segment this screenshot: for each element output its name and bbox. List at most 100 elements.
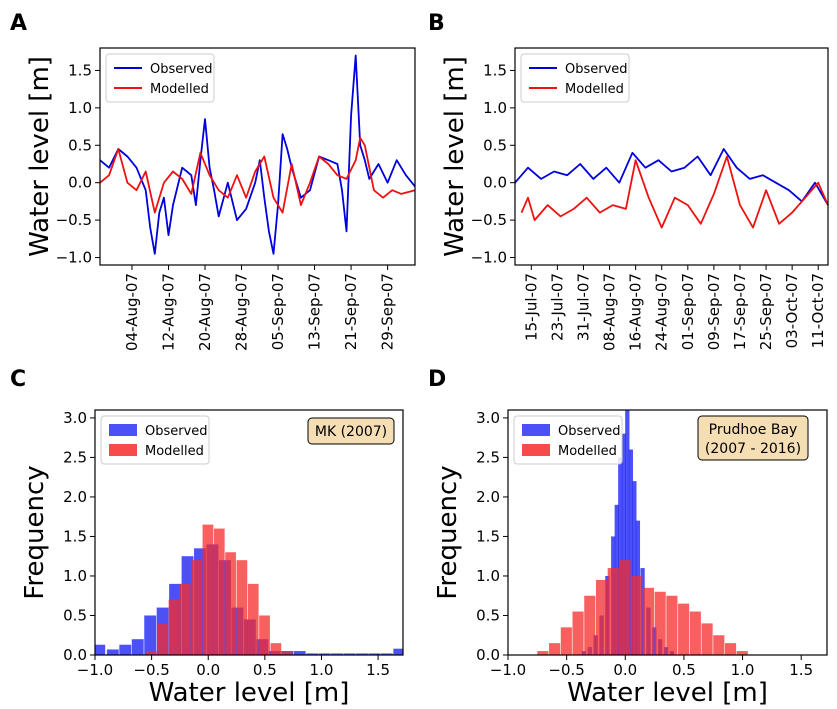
ylabel-d: Frequency: [433, 465, 463, 599]
bar-d-observed-15: [652, 627, 657, 655]
legend-label-c-1: Modelled: [145, 444, 204, 459]
bar-c-observed-16: [293, 651, 306, 655]
ytick-label-c-0: 0.0: [63, 646, 87, 664]
legend-box-b: [520, 53, 630, 103]
bar-c-modelled-11: [270, 643, 282, 655]
bar-d-observed-13: [640, 568, 645, 655]
xtick-label-b-2: 31-Jul-07: [574, 273, 592, 341]
bar-c-modelled-7: [225, 552, 236, 655]
legend-label-d-1: Modelled: [558, 444, 617, 459]
ytick-label-a-1: −0.5: [56, 211, 92, 229]
legend-label-a-1: Modelled: [150, 82, 209, 97]
xtick-label-a-4: 05-Sep-07: [269, 273, 287, 350]
bar-c-observed-20: [343, 653, 356, 655]
bar-d-modelled-3: [572, 611, 584, 655]
xtick-label-d-0: −1.0: [490, 661, 526, 679]
bar-c-observed-22: [368, 653, 381, 655]
bar-d-modelled-10: [654, 591, 666, 655]
bar-d-observed-0: [581, 651, 587, 655]
legend-label-b-1: Modelled: [565, 82, 624, 97]
ytick-label-c-3: 1.5: [63, 527, 87, 545]
annotation-box-c: MK (2007): [307, 417, 395, 445]
axes-frame-d: [507, 409, 828, 656]
ytick-label-b-2: 0.0: [483, 174, 507, 192]
xtick-label-b-6: 01-Sep-07: [679, 273, 697, 350]
bar-d-modelled-7: [619, 560, 631, 655]
xtick-label-a-0: 04-Aug-07: [123, 273, 141, 351]
ytick-label-c-6: 3.0: [63, 409, 87, 427]
legend-swatch-d-0: [522, 424, 550, 436]
xtick-label-c-1: −0.5: [133, 661, 169, 679]
ytick-label-b-4: 1.0: [483, 99, 507, 117]
annotation-d-line-2: (2007 - 2016): [705, 441, 801, 457]
ytick-label-c-2: 1.0: [63, 567, 87, 585]
xtick-label-d-1: −0.5: [548, 661, 584, 679]
bar-d-modelled-8: [631, 575, 643, 655]
ytick-label-a-4: 1.0: [68, 99, 92, 117]
bar-d-observed-11: [632, 481, 637, 655]
xtick-label-b-10: 03-Oct-07: [783, 273, 801, 348]
xtick-label-a-3: 28-Aug-07: [233, 273, 251, 351]
ytick-label-b-5: 1.5: [483, 61, 507, 79]
bar-c-modelled-5: [202, 524, 214, 655]
ytick-label-d-4: 2.0: [476, 488, 500, 506]
legend-swatch-c-1: [109, 444, 137, 456]
bar-c-modelled-4: [191, 560, 202, 655]
ytick-label-d-3: 1.5: [476, 527, 500, 545]
series-line-b-observed: [514, 148, 829, 206]
xtick-label-a-1: 12-Aug-07: [159, 273, 177, 351]
histogram-bars-layer: [95, 410, 748, 655]
bar-d-modelled-14: [701, 623, 713, 655]
panel-label-c: C: [10, 367, 26, 392]
bar-d-modelled-17: [736, 651, 748, 655]
legend-swatch-c-0: [109, 424, 137, 436]
bar-c-modelled-3: [179, 583, 191, 655]
xtick-label-d-4: 1.0: [731, 661, 755, 679]
bar-d-modelled-0: [537, 651, 549, 655]
bar-c-modelled-1: [157, 623, 169, 655]
xtick-label-c-4: 1.0: [310, 661, 334, 679]
annotation-box-d: Prudhoe Bay (2007 - 2016): [697, 415, 809, 461]
bar-c-observed-0: [95, 644, 106, 655]
series-line-a-modelled: [99, 136, 416, 214]
xtick-label-b-1: 23-Jul-07: [548, 273, 566, 341]
bar-c-observed-3: [131, 639, 144, 655]
annotation-c-line-1: MK (2007): [315, 424, 387, 440]
bar-d-observed-8: [621, 433, 626, 655]
xtick-label-b-0: 15-Jul-07: [522, 273, 540, 341]
line-series-layer: [99, 54, 829, 255]
annotation-box-c-bg: [307, 417, 395, 445]
bar-c-observed-1: [106, 649, 119, 655]
ytick-label-c-4: 2.0: [63, 488, 87, 506]
bar-d-modelled-2: [560, 627, 572, 655]
xlabel-c: Water level [m]: [149, 678, 350, 708]
bars-group-c: [95, 524, 403, 655]
axes-frame-a: [99, 47, 416, 266]
xtick-label-b-4: 16-Aug-07: [627, 273, 645, 351]
ytick-label-a-3: 0.5: [68, 136, 92, 154]
axes-layer: −1.0 −0.5 0.0 0.5 1.0 1.5 04-Aug-07 12-Aug-07 20…: [20, 47, 829, 708]
bar-c-modelled-0: [145, 651, 157, 655]
legend-label-b-0: Observed: [565, 62, 628, 77]
bar-c-observed-4: [144, 615, 157, 655]
ytick-label-d-1: 0.5: [476, 606, 500, 624]
series-line-b-modelled: [520, 155, 829, 229]
xtick-label-c-5: 1.5: [366, 661, 390, 679]
ylabel-a: Water level [m]: [25, 56, 55, 257]
bar-d-observed-2: [593, 635, 598, 655]
bar-d-modelled-5: [595, 579, 608, 655]
panel-label-b: B: [428, 11, 445, 36]
xtick-label-b-11: 11-Oct-07: [809, 273, 827, 348]
bar-c-observed-21: [355, 653, 368, 655]
bar-d-observed-9: [625, 410, 630, 655]
xtick-label-d-2: 0.0: [613, 661, 637, 679]
xtick-label-a-7: 29-Sep-07: [379, 273, 397, 350]
xtick-label-b-7: 09-Sep-07: [705, 273, 723, 350]
xtick-label-b-8: 17-Sep-07: [731, 273, 749, 350]
bar-c-observed-24: [393, 648, 403, 655]
xtick-label-a-5: 13-Sep-07: [306, 273, 324, 350]
bar-c-observed-23: [380, 653, 393, 655]
legend-box-a: [105, 53, 215, 103]
bars-group-d: [537, 410, 748, 655]
